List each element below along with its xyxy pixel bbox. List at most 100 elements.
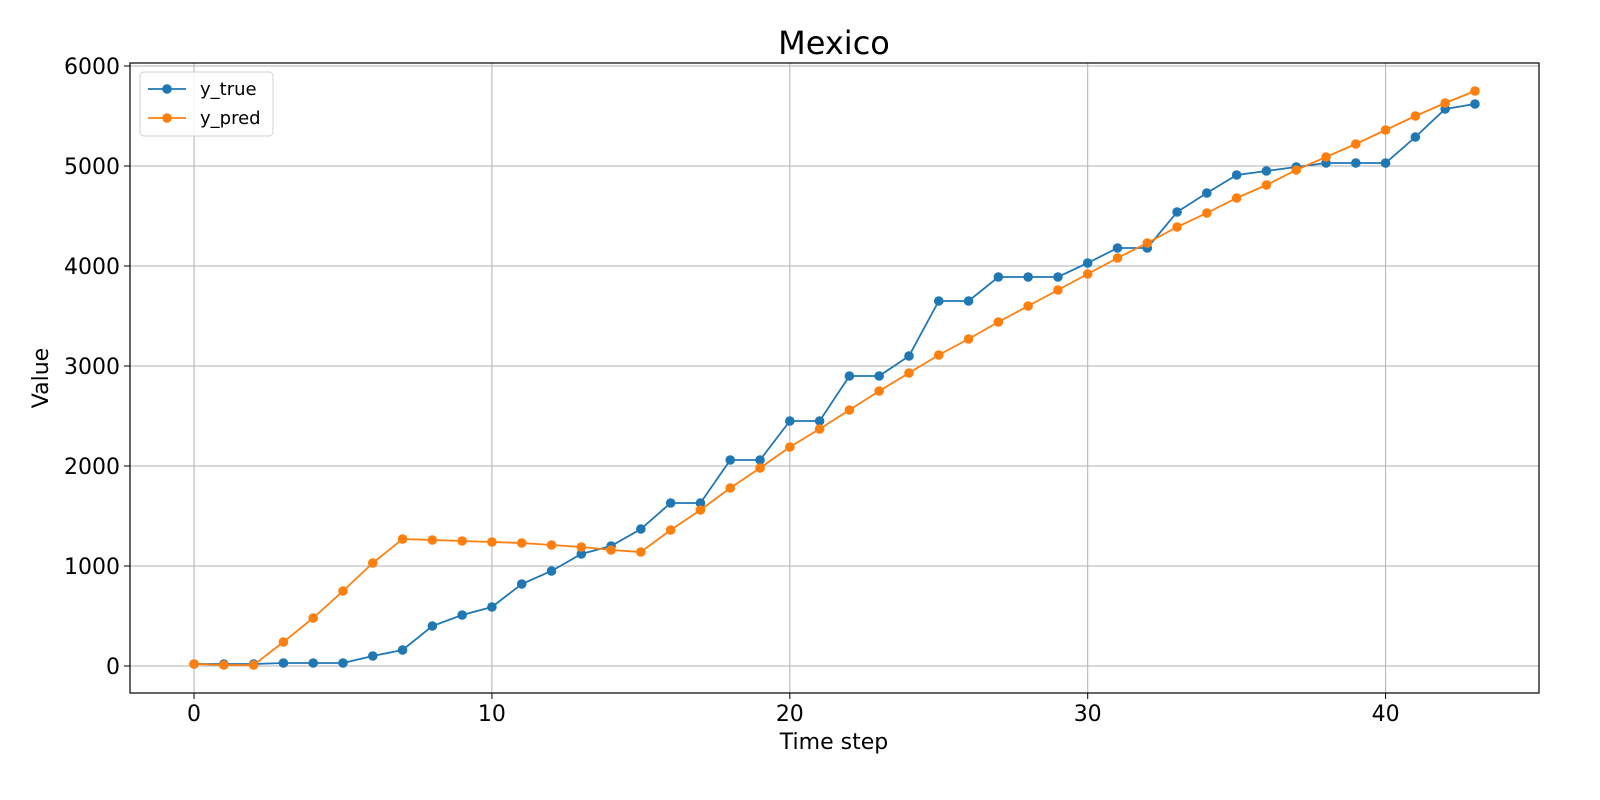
data-point-y_true <box>1082 258 1093 268</box>
grid-lines <box>130 63 1539 693</box>
data-point-y_pred <box>874 386 884 396</box>
data-point-y_true <box>457 610 467 620</box>
y-tick-label: 3000 <box>64 355 120 380</box>
legend-item-y_true: y_true <box>148 79 257 100</box>
data-point-y_pred <box>785 442 795 452</box>
data-point-y_pred <box>1291 165 1302 175</box>
data-point-y_true <box>933 296 944 306</box>
data-point-y_true <box>1112 243 1123 253</box>
data-point-y_true <box>397 645 408 655</box>
data-point-y_true <box>1023 272 1033 282</box>
data-point-y_pred <box>1172 222 1182 232</box>
data-point-y_pred <box>189 659 199 669</box>
series-y_true <box>189 99 1480 669</box>
data-point-y_pred <box>1142 238 1153 248</box>
data-point-y_true <box>1470 99 1480 109</box>
legend-label: y_pred <box>200 108 261 129</box>
x-tick-label: 30 <box>1074 702 1102 727</box>
series-line-y_true <box>194 103 1476 665</box>
y-tick-label: 6000 <box>64 55 120 80</box>
legend-swatch-marker <box>162 113 172 123</box>
data-point-y_pred <box>427 535 438 545</box>
x-axis-label: Time step <box>779 730 888 755</box>
data-point-y_pred <box>1321 152 1331 162</box>
data-point-y_true <box>1202 188 1212 198</box>
data-point-y_pred <box>546 540 557 550</box>
series-layer <box>189 86 1480 670</box>
data-point-y_true <box>665 498 676 508</box>
legend-item-y_pred: y_pred <box>148 108 261 129</box>
y-axis-label: Value <box>29 348 54 408</box>
data-point-y_pred <box>1082 269 1093 279</box>
data-point-y_true <box>695 498 706 508</box>
data-point-y_pred <box>695 505 706 515</box>
data-point-y_true <box>367 651 378 661</box>
data-point-y_pred <box>487 537 497 547</box>
data-point-y_pred <box>606 545 616 555</box>
data-point-y_pred <box>1470 86 1480 96</box>
data-point-y_pred <box>844 405 855 415</box>
data-point-y_pred <box>1410 111 1421 121</box>
legend: y_true y_pred <box>139 71 274 137</box>
data-point-y_pred <box>665 525 676 535</box>
axis-ticks: 0 10 20 30 40 0 1000 2000 3000 4000 5000 6000 <box>64 55 1400 727</box>
y-tick-label: 0 <box>106 655 120 680</box>
data-point-y_true <box>516 579 527 589</box>
data-point-y_true <box>755 455 765 465</box>
data-point-y_true <box>278 658 289 668</box>
data-point-y_true <box>785 416 795 426</box>
legend-swatch-marker <box>162 84 172 94</box>
data-point-y_true <box>487 602 497 612</box>
data-point-y_true <box>636 524 646 534</box>
series-y_pred <box>189 86 1480 670</box>
data-point-y_true <box>725 455 736 465</box>
data-point-y_pred <box>1023 301 1033 311</box>
data-point-y_true <box>546 566 557 576</box>
y-tick-label: 4000 <box>64 255 120 280</box>
data-point-y_pred <box>636 547 646 557</box>
data-point-y_true <box>874 371 884 381</box>
data-point-y_true <box>814 416 825 426</box>
data-point-y_true <box>1410 132 1421 142</box>
x-tick-label: 10 <box>478 702 506 727</box>
x-tick-label: 20 <box>776 702 804 727</box>
data-point-y_pred <box>248 660 259 670</box>
data-point-y_pred <box>933 350 944 360</box>
data-point-y_pred <box>963 334 974 344</box>
data-point-y_pred <box>814 424 825 434</box>
data-point-y_true <box>308 658 318 668</box>
series-line-y_pred <box>194 90 1476 666</box>
data-point-y_pred <box>993 317 1004 327</box>
data-point-y_pred <box>1380 125 1391 135</box>
data-point-y_pred <box>397 534 408 544</box>
data-point-y_pred <box>1053 285 1063 295</box>
data-point-y_pred <box>576 542 587 552</box>
data-point-y_pred <box>516 538 527 548</box>
data-point-y_pred <box>308 613 318 623</box>
data-point-y_true <box>904 351 914 361</box>
data-point-y_true <box>576 549 587 559</box>
data-point-y_pred <box>904 368 914 378</box>
data-point-y_true <box>1231 170 1242 180</box>
data-point-y_pred <box>1440 98 1450 108</box>
data-point-y_pred <box>1112 253 1123 263</box>
chart-title: Mexico <box>778 24 890 62</box>
data-point-y_pred <box>1231 193 1242 203</box>
y-tick-label: 1000 <box>64 555 120 580</box>
data-point-y_true <box>1172 207 1182 217</box>
data-point-y_true <box>993 272 1004 282</box>
data-point-y_pred <box>755 463 765 473</box>
plot-frame <box>129 62 1540 694</box>
y-tick-label: 5000 <box>64 155 120 180</box>
data-point-y_pred <box>457 536 467 546</box>
x-tick-label: 0 <box>187 702 201 727</box>
data-point-y_pred <box>278 637 289 647</box>
data-point-y_pred <box>219 660 229 670</box>
data-point-y_pred <box>1261 180 1272 190</box>
data-point-y_true <box>963 296 974 306</box>
data-point-y_true <box>844 371 855 381</box>
data-point-y_true <box>427 621 438 631</box>
data-point-y_true <box>1351 158 1361 168</box>
legend-box <box>139 71 274 137</box>
